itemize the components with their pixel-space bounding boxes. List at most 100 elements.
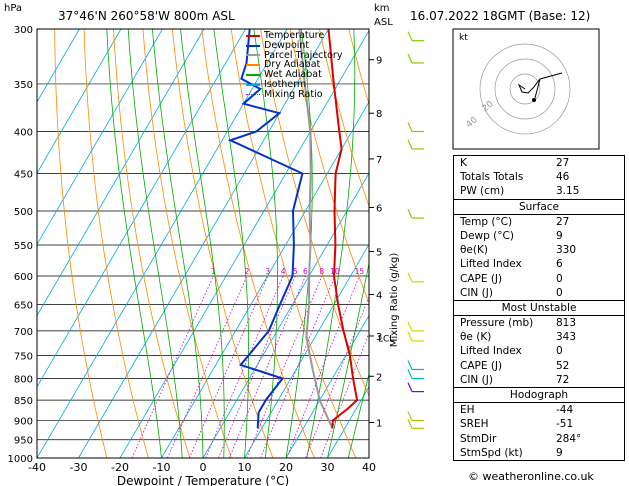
pressure-tick-label: 650	[14, 301, 33, 312]
wet-adiabat-line	[327, 261, 369, 458]
wet-adiabat-line	[347, 372, 369, 458]
legend-entry: Wet Adiabat	[246, 70, 342, 80]
legend: Temperature Dewpoint Parcel Trajectory Dry …	[246, 31, 342, 100]
legend-swatch	[246, 44, 260, 47]
stats-label: θe(K)	[460, 244, 488, 257]
wind-barb-flag	[407, 208, 413, 219]
dewpoint-line	[227, 29, 304, 429]
temp-tick-label: 10	[238, 461, 252, 474]
stats-value: 813	[556, 317, 577, 330]
legend-swatch	[246, 83, 260, 86]
stats-label: Dewp (°C)	[460, 229, 514, 242]
pressure-tick-label: 750	[14, 351, 33, 362]
stats-row: Lifted Index 0	[454, 344, 624, 358]
wind-barb-flag	[407, 139, 413, 150]
dry-adiabat-line	[201, 29, 315, 458]
stats-row: SREH -51	[454, 417, 624, 431]
stats-label: K	[460, 157, 467, 169]
isotherm-line	[285, 314, 369, 458]
stats-label: θe (K)	[460, 331, 492, 344]
legend-swatch	[246, 34, 260, 37]
km-tick-label: 9	[376, 56, 382, 67]
isotherm-line	[244, 243, 369, 458]
parcel-trajectory-line	[298, 29, 334, 429]
mixing-ratio-label: 1	[211, 267, 216, 276]
wet-adiabat-line	[127, 29, 183, 458]
stats-row: StmSpd (kt) 9	[454, 446, 624, 460]
wind-barb-flag	[407, 419, 413, 429]
stats-value: 0	[556, 345, 563, 358]
hodograph-ring	[494, 58, 556, 120]
wind-barb-flag	[407, 321, 413, 332]
legend-entry: Temperature	[246, 31, 342, 41]
isotherm-line	[37, 29, 288, 458]
wind-barb-flag	[407, 360, 413, 370]
legend-entry: Dewpoint	[246, 39, 342, 51]
stats-row: Lifted Index 6	[454, 257, 624, 271]
stats-value: 46	[556, 171, 570, 184]
wind-barb-flag	[407, 53, 413, 64]
stats-value: -44	[556, 404, 574, 417]
km-tick-label: 6	[376, 203, 382, 214]
hodograph-unit: kt	[459, 33, 468, 43]
stats-row: K 27	[454, 156, 624, 170]
km-tick-label: 7	[376, 155, 382, 166]
temp-tick-label: 40	[362, 461, 376, 474]
km-tick-label: 3	[376, 332, 382, 343]
mixing-ratio-label: 5	[293, 267, 298, 276]
dry-adiabat-line	[319, 29, 369, 208]
isotherm-line	[78, 29, 329, 458]
stats-row: CIN (J) 72	[454, 373, 624, 387]
stats-label: Lifted Index	[460, 345, 522, 358]
pressure-tick-label: 350	[14, 80, 33, 91]
stats-label: Totals Totals	[460, 171, 524, 184]
copyright: © weatheronline.co.uk	[468, 470, 594, 483]
legend-label: Dry Adiabat	[264, 59, 321, 71]
isotherm-line	[161, 101, 369, 458]
stats-row: θe(K) 330	[454, 243, 624, 257]
stats-row: Temp (°C) 27	[454, 215, 624, 229]
mixing-ratio-line	[228, 275, 306, 458]
legend-entry: Parcel Trajectory	[246, 50, 342, 61]
wind-barb-flag	[407, 272, 413, 283]
dry-adiabat-line	[230, 29, 357, 458]
legend-label: Mixing Ratio	[264, 88, 323, 100]
km-label: km	[374, 3, 390, 14]
stats-label: Lifted Index	[460, 258, 522, 271]
stats-row: EH -44	[454, 403, 624, 417]
pressure-tick-label: 550	[14, 241, 33, 252]
mixing-ratio-line	[320, 332, 369, 458]
stats-value: 9	[556, 446, 563, 459]
legend-entry: Isotherm	[246, 80, 342, 90]
stats-value: 0	[556, 272, 563, 285]
isotherm-line	[37, 29, 122, 174]
isotherm-line	[37, 29, 205, 317]
legend-label: Dewpoint	[264, 39, 310, 51]
mixing-ratio-line	[246, 275, 323, 458]
stats-label: Pressure (mb)	[460, 317, 534, 330]
km-tick-label: 4	[376, 290, 382, 301]
dry-adiabat-line	[83, 29, 149, 458]
date-title: 16.07.2022 18GMT (Base: 12)	[410, 9, 591, 23]
wind-barb-flag	[407, 331, 413, 342]
stats-label: EH	[460, 404, 475, 417]
stats-row: Pressure (mb) 813	[454, 316, 624, 330]
wet-adiabat-line	[106, 29, 162, 458]
pressure-tick-label: 1000	[8, 454, 33, 465]
mixing-ratio-line	[305, 295, 369, 458]
stats-value: 72	[556, 373, 570, 386]
pressure-tick-label: 700	[14, 327, 33, 338]
stats-value: 3.15	[556, 185, 580, 198]
stats-value: 284°	[556, 432, 582, 445]
stats-label: CIN (J)	[460, 286, 493, 299]
mixing-ratio-label: 20	[373, 267, 383, 276]
legend-swatch	[246, 64, 260, 67]
km-tick-label: 5	[376, 247, 382, 258]
hodograph-title: Hodograph	[454, 387, 624, 404]
stats-label: StmDir	[460, 432, 497, 445]
mixing-ratio-label: 4	[281, 267, 286, 276]
wet-adiabat-line	[152, 29, 204, 458]
lcl-label: LCL	[378, 334, 394, 344]
